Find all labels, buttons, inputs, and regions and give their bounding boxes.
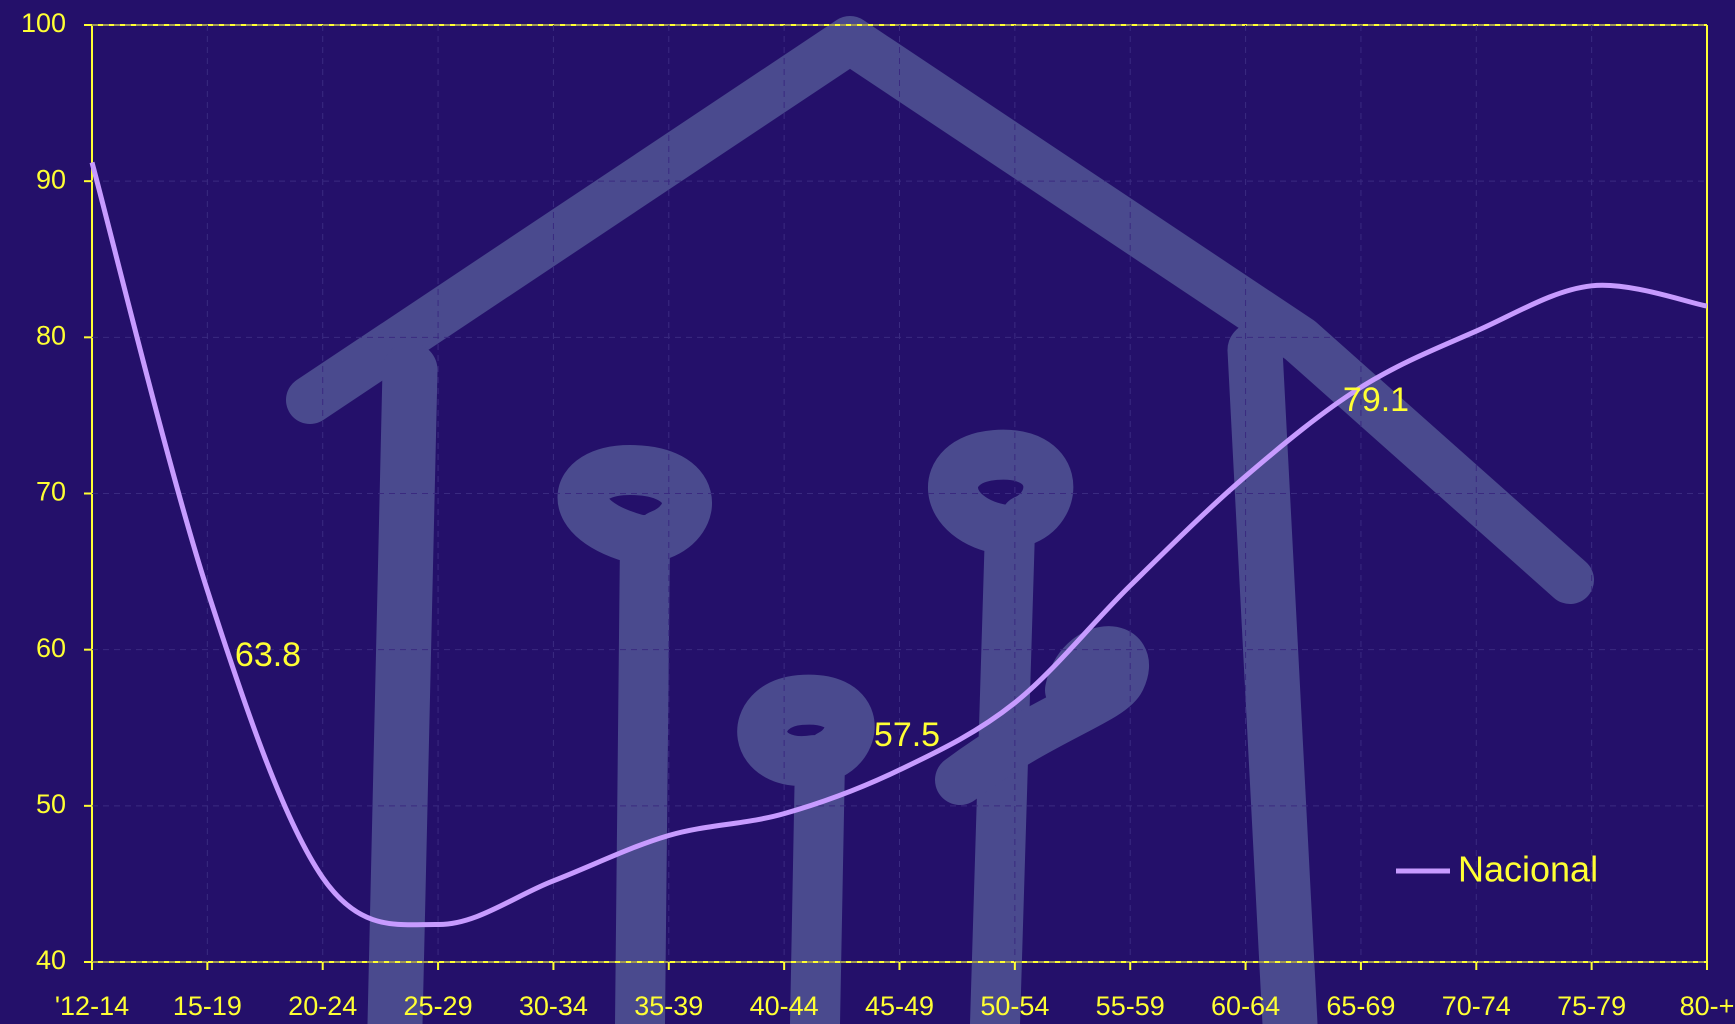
annotation: 63.8 [235, 636, 301, 674]
x-tick-label: 55-59 [1096, 991, 1165, 1021]
x-tick-label: 40-44 [750, 991, 819, 1021]
legend-label: Nacional [1458, 849, 1598, 890]
x-tick-label: 35-39 [634, 991, 703, 1021]
y-tick-label: 90 [36, 164, 66, 194]
x-tick-label: 60-64 [1211, 991, 1280, 1021]
annotation: 57.5 [874, 716, 940, 754]
x-tick-label: 30-34 [519, 991, 588, 1021]
x-tick-label: 75-79 [1557, 991, 1626, 1021]
x-tick-label: 20-24 [288, 991, 357, 1021]
annotation: 79.1 [1343, 381, 1409, 419]
y-tick-label: 100 [21, 8, 66, 38]
x-tick-label: 25-29 [404, 991, 473, 1021]
x-tick-label: 50-54 [980, 991, 1049, 1021]
x-tick-label: 80-+ [1680, 991, 1735, 1021]
x-tick-label: 70-74 [1442, 991, 1511, 1021]
x-tick-label: '12-14 [55, 991, 129, 1021]
y-tick-label: 70 [36, 477, 66, 507]
x-tick-label: 15-19 [173, 991, 242, 1021]
x-tick-label: 65-69 [1326, 991, 1395, 1021]
x-tick-label: 45-49 [865, 991, 934, 1021]
series-line [89, 161, 1708, 928]
y-tick-label: 40 [36, 945, 66, 975]
y-tick-label: 80 [36, 320, 66, 350]
y-tick-label: 60 [36, 633, 66, 663]
y-tick-label: 50 [36, 789, 66, 819]
